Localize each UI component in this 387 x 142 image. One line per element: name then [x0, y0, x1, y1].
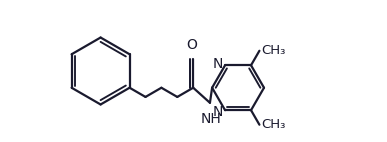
Text: CH₃: CH₃: [261, 44, 286, 57]
Text: NH: NH: [200, 112, 221, 126]
Text: CH₃: CH₃: [261, 118, 286, 131]
Text: O: O: [186, 38, 197, 52]
Text: N: N: [212, 57, 223, 71]
Text: N: N: [212, 105, 223, 119]
